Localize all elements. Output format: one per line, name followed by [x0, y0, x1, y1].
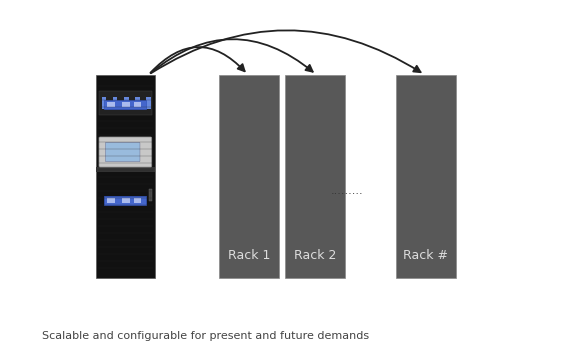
Bar — [219, 75, 279, 278]
Bar — [101, 97, 106, 109]
Bar — [146, 97, 151, 109]
Text: Rack 1: Rack 1 — [228, 249, 270, 262]
Bar — [123, 197, 129, 203]
Bar — [135, 197, 141, 203]
Bar — [396, 75, 455, 278]
Bar — [149, 189, 152, 201]
Bar — [96, 167, 155, 172]
Text: Rack #: Rack # — [403, 249, 448, 262]
Bar — [124, 97, 129, 109]
FancyBboxPatch shape — [99, 137, 152, 167]
Bar — [135, 97, 140, 109]
Bar — [286, 75, 345, 278]
Bar — [108, 197, 115, 203]
Bar — [108, 102, 115, 107]
Bar — [104, 100, 146, 109]
FancyBboxPatch shape — [105, 142, 140, 162]
Bar — [113, 97, 117, 109]
Bar — [135, 102, 141, 107]
Text: Rack 2: Rack 2 — [294, 249, 336, 262]
Bar — [96, 75, 155, 278]
Bar — [123, 102, 129, 107]
Text: Scalable and configurable for present and future demands: Scalable and configurable for present an… — [42, 331, 369, 341]
Text: .........: ......... — [331, 186, 364, 196]
Bar — [104, 196, 146, 205]
Bar — [99, 91, 152, 115]
